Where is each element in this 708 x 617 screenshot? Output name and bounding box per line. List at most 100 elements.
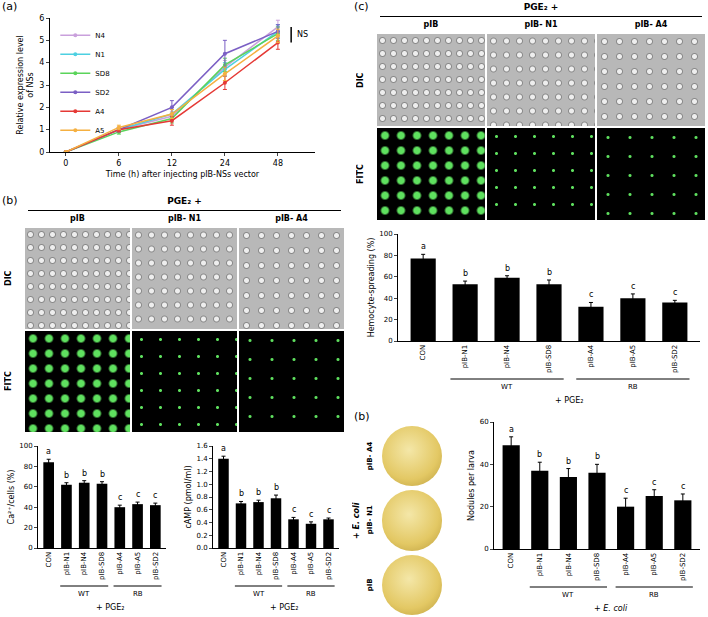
svg-text:+ PGE₂: + PGE₂ [270,603,299,612]
svg-text:pIB-SD8: pIB-SD8 [272,552,280,580]
svg-text:a: a [421,242,426,251]
svg-text:c: c [136,490,140,499]
svg-text:20: 20 [480,503,489,511]
svg-text:0: 0 [28,544,32,552]
svg-text:CON: CON [45,552,53,568]
svg-text:pIB-A5: pIB-A5 [307,552,315,575]
svg-text:0.8: 0.8 [196,493,207,501]
svg-text:2: 2 [39,103,44,112]
svg-text:pIB-A4: pIB-A4 [116,551,124,574]
svg-text:N4: N4 [95,32,105,40]
svg-text:pIB-A5: pIB-A5 [629,345,637,368]
svg-text:c: c [673,288,677,297]
svg-text:60: 60 [384,273,393,281]
svg-text:b: b [274,483,279,492]
svg-text:pIB-A4: pIB-A4 [622,552,630,575]
svg-text:pIB-SD2: pIB-SD2 [325,552,333,580]
svg-text:3: 3 [39,81,44,90]
svg-text:1: 1 [39,125,44,134]
svg-text:b: b [566,457,571,466]
svg-text:RB: RB [628,383,638,391]
svg-text:0: 0 [484,545,488,553]
svg-text:Ca²⁺/cells (%): Ca²⁺/cells (%) [7,470,16,525]
svg-text:WT: WT [501,383,513,391]
svg-text:0.4: 0.4 [196,519,208,527]
svg-text:b: b [239,489,244,498]
svg-text:pIB-N1: pIB-N1 [461,345,469,369]
svg-text:40: 40 [384,295,393,303]
svg-text:40: 40 [480,461,489,469]
svg-text:c: c [624,486,628,495]
svg-text:+ PGE₂: + PGE₂ [555,396,584,405]
svg-text:100: 100 [379,230,392,238]
svg-text:0.6: 0.6 [196,506,208,514]
svg-text:b: b [547,268,552,277]
svg-text:60: 60 [480,418,489,426]
svg-text:pIB-N4: pIB-N4 [503,344,511,368]
svg-text:pIB-SD8: pIB-SD8 [98,552,106,580]
svg-text:RB: RB [649,591,659,599]
svg-text:pIB-N4: pIB-N4 [565,552,573,576]
svg-text:WT: WT [78,590,90,598]
svg-text:40: 40 [24,504,33,512]
svg-text:c: c [327,506,331,515]
svg-text:+ E. coli: + E. coli [594,604,628,613]
svg-text:b: b [100,470,105,479]
svg-text:Time (h) after injecting pIB-N: Time (h) after injecting pIB-NSs vector [105,170,260,179]
svg-text:0.2: 0.2 [196,532,207,540]
svg-text:WT: WT [562,591,574,599]
svg-text:cAMP (pmol/ml): cAMP (pmol/ml) [184,465,193,528]
svg-text:24: 24 [220,159,230,168]
svg-text:c: c [631,282,635,291]
svg-text:12: 12 [167,159,177,168]
svg-text:WT: WT [253,590,265,598]
svg-text:1.6: 1.6 [196,442,208,450]
svg-text:c: c [652,478,656,487]
svg-text:a: a [509,425,514,434]
svg-text:RB: RB [306,590,316,598]
svg-text:SD8: SD8 [95,70,109,78]
svg-text:b: b [595,452,600,461]
svg-text:80: 80 [384,252,393,260]
svg-text:A5: A5 [95,127,104,135]
svg-text:c: c [292,505,296,514]
svg-text:pIB-A4: pIB-A4 [587,344,595,367]
svg-text:pIB-N4: pIB-N4 [255,551,263,575]
svg-text:0: 0 [39,148,44,157]
svg-text:0.0: 0.0 [196,544,207,552]
svg-text:5: 5 [39,36,44,45]
svg-text:60: 60 [24,483,33,491]
svg-text:a: a [221,444,226,453]
svg-text:+ PGE₂: + PGE₂ [96,603,125,612]
svg-text:6: 6 [116,159,121,168]
svg-text:pIB-SD2: pIB-SD2 [679,553,687,581]
svg-text:b: b [505,264,510,273]
svg-text:c: c [118,493,122,502]
svg-text:pIB-SD2: pIB-SD2 [152,552,160,580]
svg-text:80: 80 [24,463,33,471]
svg-text:b: b [256,488,261,497]
svg-text:pIB-N1: pIB-N1 [237,552,245,576]
svg-text:N1: N1 [95,51,105,59]
svg-text:pIB-A5: pIB-A5 [134,552,142,575]
svg-text:Hemocyte-spreading (%): Hemocyte-spreading (%) [367,238,376,338]
svg-text:pIB-SD8: pIB-SD8 [593,553,601,581]
svg-text:c: c [589,290,593,299]
svg-text:A4: A4 [95,108,105,116]
svg-text:a: a [46,447,51,456]
svg-text:NS: NS [297,30,308,39]
svg-text:b: b [64,471,69,480]
svg-text:4: 4 [39,58,44,67]
svg-text:0: 0 [63,159,68,168]
svg-text:pIB-N1: pIB-N1 [536,553,544,577]
svg-text:0: 0 [388,337,392,345]
svg-text:Nodules per larva: Nodules per larva [467,450,476,521]
svg-text:pIB-N1: pIB-N1 [63,552,71,576]
svg-text:1.2: 1.2 [196,468,207,476]
svg-text:Relative expression levelof NS: Relative expression levelof NSs [16,35,35,135]
svg-text:pIB-SD2: pIB-SD2 [671,345,679,373]
svg-text:c: c [309,510,313,519]
svg-text:6: 6 [39,14,44,23]
svg-text:SD2: SD2 [95,89,109,97]
svg-text:pIB-SD8: pIB-SD8 [545,345,553,373]
